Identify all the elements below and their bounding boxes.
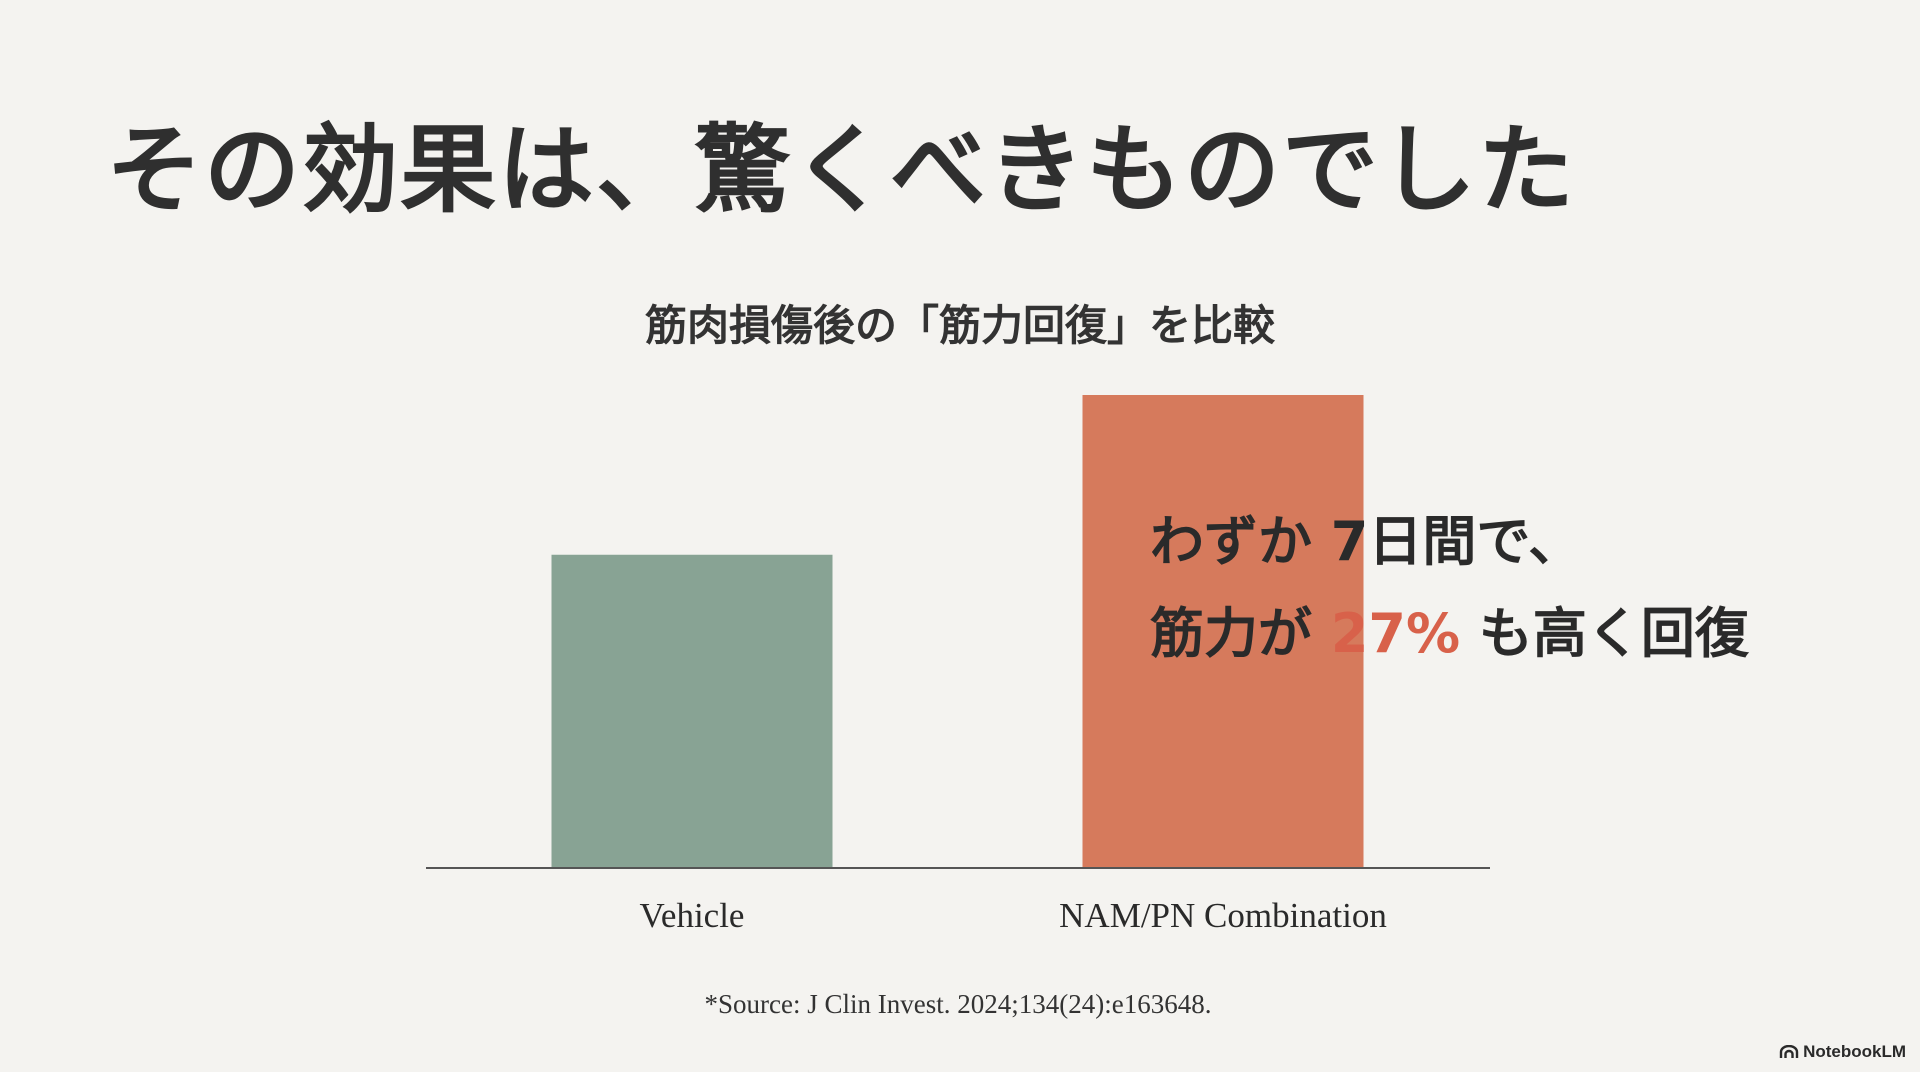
x-tick-label: Vehicle: [640, 896, 745, 935]
callout-line-2-prefix: 筋力が: [1150, 602, 1331, 665]
bar-vehicle: [551, 554, 833, 868]
bar-nam-pn-combination: [1082, 395, 1364, 868]
x-tick-labels: Vehicle NAM/PN Combination: [640, 896, 1387, 935]
brand-name: NotebookLM: [1803, 1042, 1906, 1061]
x-tick-label: NAM/PN Combination: [1059, 896, 1387, 935]
callout: わずか 7日間で、 筋力が 27% も高く回復: [1150, 496, 1749, 680]
slide-title: その効果は、驚くべきものでした: [106, 114, 1576, 226]
callout-highlight-percent: 27%: [1330, 602, 1461, 665]
notebooklm-logo-icon: [1779, 1045, 1799, 1058]
callout-line-2: 筋力が 27% も高く回復: [1150, 588, 1749, 680]
callout-line-2-suffix: も高く回復: [1460, 602, 1749, 665]
callout-line-1: わずか 7日間で、: [1150, 510, 1583, 573]
chart-title: 筋肉損傷後の「筋力回復」を比較: [645, 301, 1276, 350]
bars: [551, 395, 1364, 868]
notebooklm-brand: NotebookLM: [1779, 1042, 1906, 1062]
source-citation: *Source: J Clin Invest. 2024;134(24):e16…: [705, 989, 1212, 1019]
